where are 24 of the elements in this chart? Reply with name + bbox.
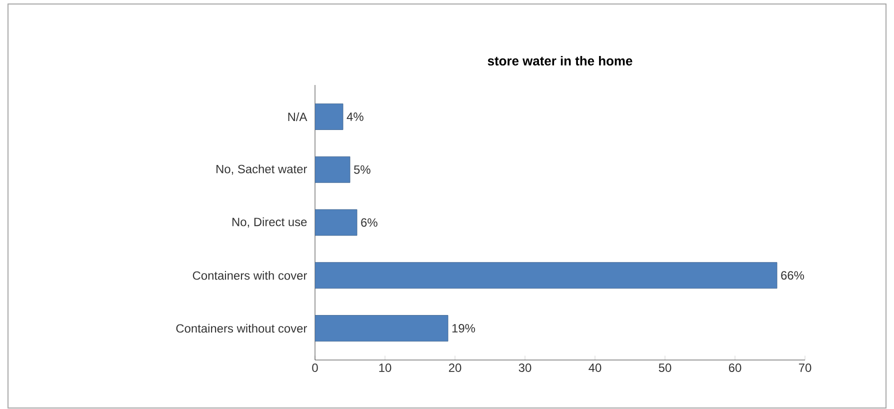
chart-title: store water in the home: [488, 56, 632, 66]
y-tick-label: Containers without cover: [176, 324, 307, 333]
x-tick-label: 0: [312, 364, 318, 372]
data-label: 66%: [781, 271, 804, 280]
data-label: 19%: [452, 324, 476, 332]
x-tick-label: 60: [728, 364, 742, 372]
y-tick-label: Containers with cover: [192, 271, 308, 280]
x-tick-label: 40: [588, 364, 602, 372]
y-tick-label: No, Direct use: [232, 217, 307, 228]
data-label: 5%: [354, 165, 370, 174]
x-tick-label: 50: [658, 364, 672, 372]
y-tick-label: N/A: [288, 112, 308, 122]
bar: [315, 315, 448, 342]
data-label: 4%: [346, 112, 364, 121]
x-tick-label: 70: [798, 364, 812, 372]
y-tick-label: No, Sachet water: [216, 164, 308, 175]
data-label: 6%: [361, 218, 378, 227]
x-tick-label: 10: [379, 364, 392, 372]
bar: [315, 104, 344, 130]
x-tick-label: 20: [448, 364, 462, 372]
bar: [315, 262, 778, 289]
bar: [315, 209, 358, 236]
x-tick-label: 30: [518, 364, 532, 372]
bar: [315, 156, 350, 183]
